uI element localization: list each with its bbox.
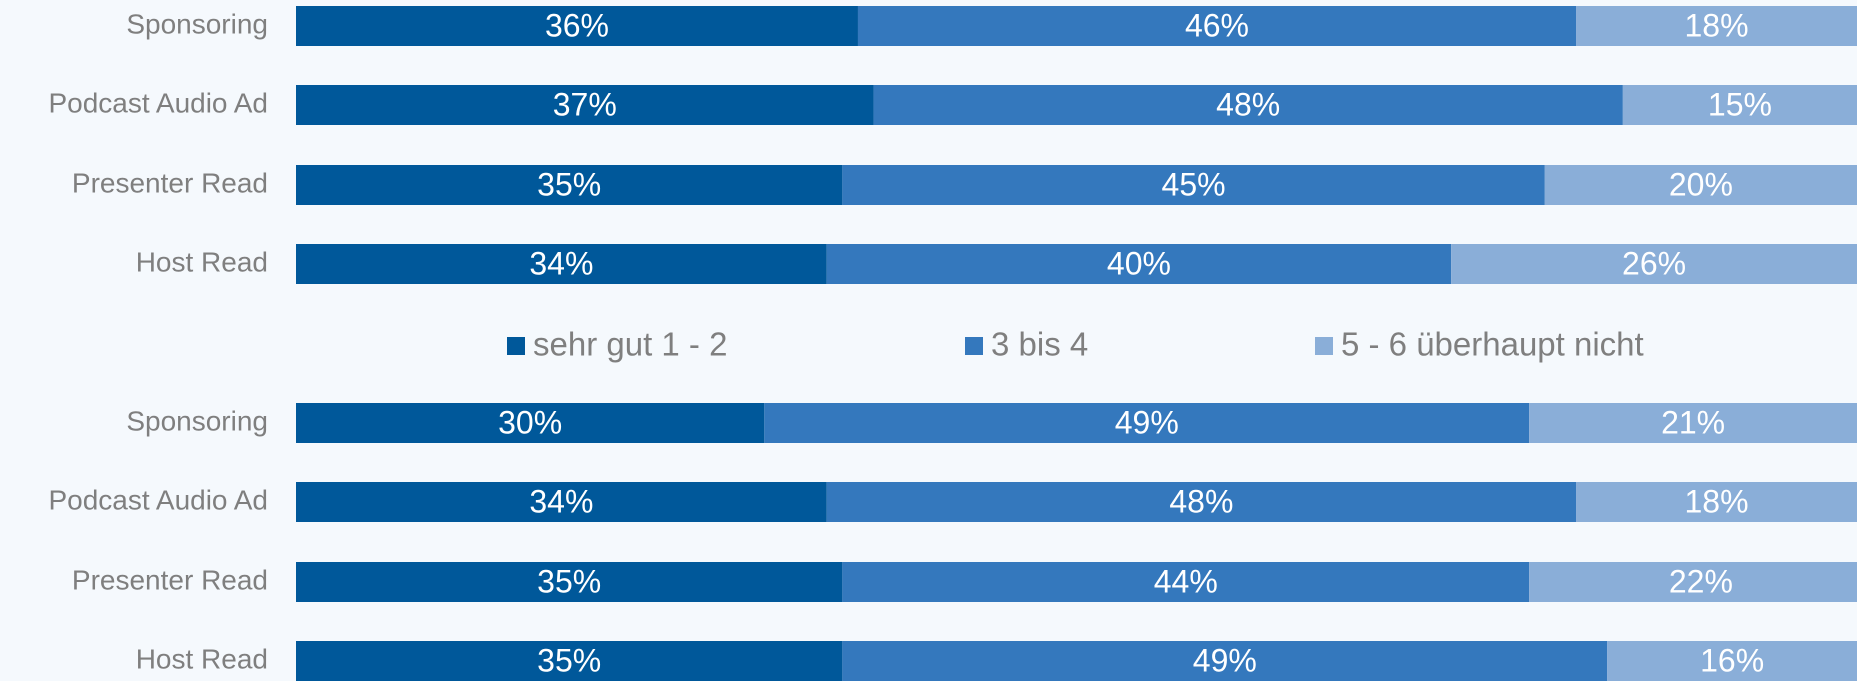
- bar-segment: [1607, 641, 1857, 681]
- bar-segment: [842, 641, 1608, 681]
- legend-label: 3 bis 4: [991, 326, 1088, 363]
- bar-segment: [826, 482, 1577, 522]
- value-label: 16%: [1700, 642, 1764, 678]
- value-label: 35%: [537, 166, 601, 202]
- value-label: 15%: [1708, 86, 1772, 122]
- value-label: 40%: [1107, 245, 1171, 281]
- category-label: Sponsoring: [126, 8, 268, 39]
- bar-segment: [764, 403, 1530, 443]
- value-label: 26%: [1622, 245, 1686, 281]
- bar-segment: [1576, 482, 1857, 522]
- category-label: Presenter Read: [72, 564, 268, 595]
- value-label: 49%: [1115, 404, 1179, 440]
- bar-segment: [296, 562, 843, 602]
- value-label: 18%: [1684, 7, 1748, 43]
- bar-segment: [296, 6, 858, 46]
- category-label: Sponsoring: [126, 405, 268, 436]
- bar-segment: [1576, 6, 1857, 46]
- bar-segment: [842, 165, 1545, 205]
- value-label: 18%: [1684, 483, 1748, 519]
- value-label: 44%: [1154, 563, 1218, 599]
- category-label: Podcast Audio Ad: [48, 87, 268, 118]
- value-label: 36%: [545, 7, 609, 43]
- bar-segment: [826, 244, 1452, 284]
- category-label: Host Read: [136, 246, 268, 277]
- bar-segment: [873, 85, 1623, 125]
- bar-segment: [296, 482, 827, 522]
- bar-segment: [296, 641, 843, 681]
- bar-segment: [296, 165, 843, 205]
- value-label: 34%: [529, 483, 593, 519]
- bar-segment: [296, 403, 765, 443]
- value-label: 21%: [1661, 404, 1725, 440]
- value-label: 46%: [1185, 7, 1249, 43]
- bar-segment: [1622, 85, 1857, 125]
- bar-segment: [1544, 165, 1857, 205]
- value-label: 35%: [537, 563, 601, 599]
- legend-swatch: [1315, 337, 1333, 355]
- bar-segment: [842, 562, 1530, 602]
- bar-segment: [296, 85, 874, 125]
- category-label: Podcast Audio Ad: [48, 484, 268, 515]
- bar-segment: [1529, 403, 1857, 443]
- bar-segment: [1529, 562, 1857, 602]
- category-label: Host Read: [136, 643, 268, 674]
- value-label: 30%: [498, 404, 562, 440]
- category-label: Presenter Read: [72, 167, 268, 198]
- value-label: 20%: [1669, 166, 1733, 202]
- value-label: 45%: [1162, 166, 1226, 202]
- value-label: 48%: [1216, 86, 1280, 122]
- value-label: 37%: [553, 86, 617, 122]
- bar-segment: [857, 6, 1577, 46]
- legend-label: 5 - 6 überhaupt nicht: [1341, 326, 1644, 363]
- legend-swatch: [965, 337, 983, 355]
- value-label: 35%: [537, 642, 601, 678]
- legend-label: sehr gut 1 - 2: [533, 326, 727, 363]
- bar-segment: [296, 244, 827, 284]
- legend-swatch: [507, 337, 525, 355]
- value-label: 48%: [1169, 483, 1233, 519]
- value-label: 49%: [1193, 642, 1257, 678]
- value-label: 22%: [1669, 563, 1733, 599]
- value-label: 34%: [529, 245, 593, 281]
- bar-segment: [1451, 244, 1857, 284]
